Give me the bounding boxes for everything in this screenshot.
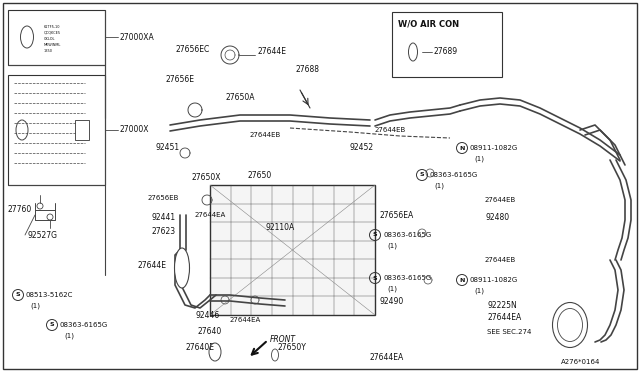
Text: 27644EB: 27644EB	[375, 127, 406, 133]
Text: 27650A: 27650A	[225, 93, 255, 103]
Text: 27644EA: 27644EA	[370, 353, 404, 362]
Text: 27644E: 27644E	[138, 260, 167, 269]
Text: 92441: 92441	[152, 214, 176, 222]
Text: 27644EA: 27644EA	[195, 212, 227, 218]
Bar	[8, 75, 105, 185]
Text: 92110A: 92110A	[265, 224, 294, 232]
Text: 27650: 27650	[247, 170, 271, 180]
Text: 92527G: 92527G	[28, 231, 58, 240]
Text: 27760: 27760	[8, 205, 32, 215]
Text: N: N	[460, 145, 465, 151]
Text: S: S	[50, 323, 54, 327]
Text: 27000XA: 27000XA	[120, 32, 155, 42]
Text: QCQKCE5: QCQKCE5	[44, 31, 61, 35]
Text: 08911-1082G: 08911-1082G	[470, 145, 518, 151]
Text: 27623: 27623	[152, 228, 176, 237]
Text: 08363-6165G: 08363-6165G	[430, 172, 478, 178]
Text: (1): (1)	[30, 303, 40, 309]
Text: SEE SEC.274: SEE SEC.274	[487, 329, 531, 335]
Text: S: S	[372, 232, 378, 237]
Text: 27644EA: 27644EA	[230, 317, 261, 323]
Text: 27656EC: 27656EC	[175, 45, 209, 55]
Text: 27644EA: 27644EA	[487, 314, 521, 323]
Text: (1): (1)	[474, 156, 484, 162]
Bar	[8, 10, 105, 65]
Text: 27656EA: 27656EA	[380, 211, 414, 219]
Text: 92446: 92446	[195, 311, 220, 320]
Text: (1): (1)	[64, 333, 74, 339]
Text: 27640: 27640	[198, 327, 222, 337]
Bar	[75, 120, 89, 140]
Text: 08363-6165G: 08363-6165G	[383, 275, 431, 281]
Text: 92451: 92451	[155, 144, 179, 153]
Text: 92225N: 92225N	[487, 301, 516, 310]
Text: MKWlNML: MKWlNML	[44, 43, 61, 47]
Text: (1): (1)	[434, 183, 444, 189]
Text: 27644EB: 27644EB	[485, 197, 516, 203]
Text: S: S	[16, 292, 20, 298]
Text: A276*0164: A276*0164	[561, 359, 600, 365]
Text: 08363-6165G: 08363-6165G	[383, 232, 431, 238]
Text: 27656E: 27656E	[165, 76, 194, 84]
Text: W/O AIR CON: W/O AIR CON	[398, 19, 459, 29]
Bar	[210, 185, 375, 315]
Text: 27644EB: 27644EB	[250, 132, 281, 138]
Text: (1): (1)	[387, 286, 397, 292]
Text: 27644EB: 27644EB	[485, 257, 516, 263]
Text: FRONT: FRONT	[270, 336, 296, 344]
Text: 61TF5,10: 61TF5,10	[44, 25, 61, 29]
Text: 27000X: 27000X	[120, 125, 150, 135]
Text: 27650Y: 27650Y	[278, 343, 307, 353]
Text: S: S	[420, 173, 424, 177]
Text: 27688: 27688	[295, 65, 319, 74]
Text: 92452: 92452	[350, 144, 374, 153]
Bar	[392, 12, 502, 77]
Text: (1): (1)	[387, 243, 397, 249]
Text: 27640E: 27640E	[185, 343, 214, 353]
Text: 1350: 1350	[44, 49, 53, 53]
Text: N: N	[460, 278, 465, 282]
Text: 27656EB: 27656EB	[148, 195, 179, 201]
Text: 08911-1082G: 08911-1082G	[470, 277, 518, 283]
Ellipse shape	[175, 248, 189, 288]
Text: 27689: 27689	[434, 48, 458, 57]
Text: S: S	[372, 276, 378, 280]
Text: 92490: 92490	[380, 298, 404, 307]
Text: CKLOL: CKLOL	[44, 37, 56, 41]
Text: 92480: 92480	[485, 214, 509, 222]
Text: 27644E: 27644E	[257, 48, 286, 57]
Text: (1): (1)	[474, 288, 484, 294]
Text: 08513-5162C: 08513-5162C	[26, 292, 74, 298]
Text: 08363-6165G: 08363-6165G	[60, 322, 108, 328]
Text: 27650X: 27650X	[192, 173, 221, 183]
